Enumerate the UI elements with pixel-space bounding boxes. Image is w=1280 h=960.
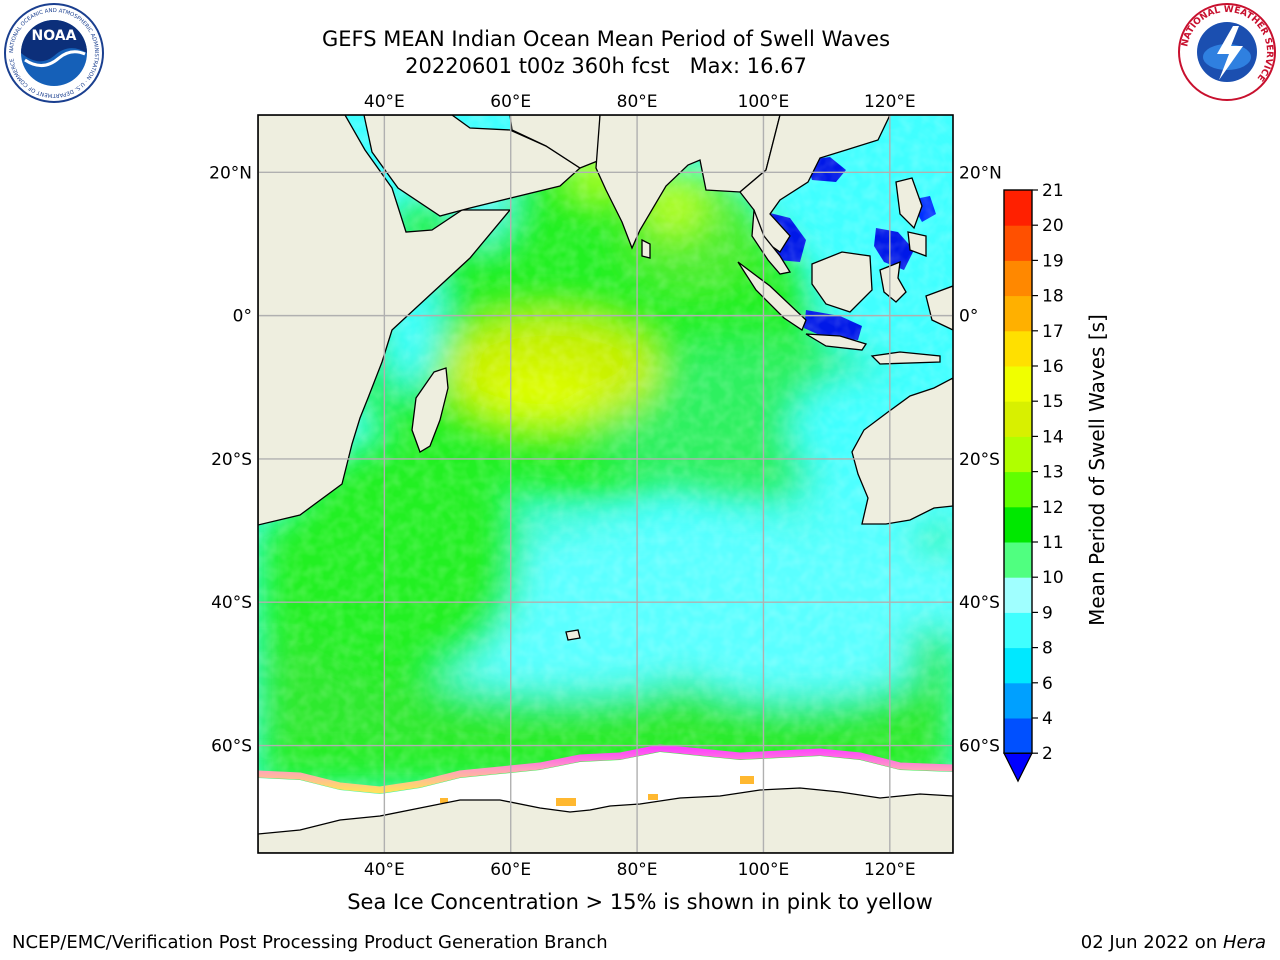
top-lon-label: 100°E — [738, 92, 790, 112]
colorbar-swatch — [1004, 612, 1032, 649]
bottom-lon-label: 40°E — [364, 860, 405, 880]
top-lon-label: 60°E — [490, 92, 531, 112]
sea-ice-edge — [258, 744, 953, 794]
colorbar-swatch — [1004, 225, 1032, 261]
colorbar-tick-label: 4 — [1042, 709, 1053, 729]
colorbar-swatch — [1004, 436, 1032, 473]
right-lat-label: 20°N — [959, 163, 1002, 183]
footer-credit: NCEP/EMC/Verification Post Processing Pr… — [12, 932, 608, 953]
colorbar-extend-arrow — [1003, 752, 1033, 783]
svg-text:NOAA: NOAA — [32, 28, 77, 44]
colorbar-title: Mean Period of Swell Waves [s] — [1085, 314, 1109, 626]
map-frame — [257, 114, 954, 854]
colorbar: 2 4 6 8 9 10 11 12 13 14 15 16 17 18 19 20 21 — [1003, 181, 1064, 783]
colorbar-swatch — [1004, 542, 1032, 578]
graticule — [258, 115, 953, 853]
colorbar-tick-label: 21 — [1042, 181, 1064, 201]
colorbar-tick-label: 10 — [1042, 568, 1064, 588]
footer-date: 02 Jun 2022 on Hera — [1081, 932, 1266, 953]
chart-title: GEFS MEAN Indian Ocean Mean Period of Sw… — [321, 27, 891, 51]
colorbar-tick-label: 18 — [1042, 287, 1064, 307]
bottom-lon-label: 60°E — [490, 860, 531, 880]
right-lat-label: 20°S — [959, 450, 1000, 470]
bottom-lon-label: 120°E — [864, 860, 916, 880]
top-lon-label: 120°E — [864, 92, 916, 112]
left-lat-label: 20°N — [209, 163, 252, 183]
colorbar-swatch — [1004, 330, 1032, 367]
bottom-lon-label: 100°E — [738, 860, 790, 880]
colorbar-tick-label: 17 — [1042, 322, 1064, 342]
right-lat-label: 40°S — [959, 593, 1000, 613]
right-lat-label: 60°S — [959, 737, 1000, 757]
left-lat-label: 0° — [233, 307, 252, 327]
colorbar-swatch — [1004, 577, 1032, 613]
colorbar-swatch — [1004, 506, 1032, 543]
colorbar-swatch — [1004, 366, 1032, 402]
colorbar-tick-label: 16 — [1042, 357, 1064, 377]
nws-logo: NATIONAL WEATHER SERVICE — [1178, 3, 1276, 101]
chart-subtitle: 20220601 t00z 360h fcst Max: 16.67 — [405, 54, 807, 78]
colorbar-tick-label: 8 — [1042, 639, 1053, 659]
noaa-logo: NATIONAL OCEANIC AND ATMOSPHERIC ADMINIS… — [4, 3, 104, 103]
top-lon-label: 40°E — [364, 92, 405, 112]
colorbar-tick-label: 6 — [1042, 674, 1053, 694]
sea-ice-patches — [440, 776, 754, 806]
sea-ice-note: Sea Ice Concentration > 15% is shown in … — [347, 890, 933, 914]
colorbar-tick-label: 2 — [1042, 744, 1053, 764]
footer-date-text: 02 Jun 2022 on — [1080, 932, 1223, 953]
colorbar-swatch — [1004, 647, 1032, 684]
left-lat-label: 40°S — [211, 593, 252, 613]
colorbar-swatch — [1004, 718, 1032, 754]
colorbar-swatch — [1004, 471, 1032, 508]
colorbar-swatch — [1004, 295, 1032, 332]
colorbar-swatch — [1004, 682, 1032, 719]
colorbar-swatch — [1004, 401, 1032, 437]
colorbar-tick-label: 20 — [1042, 216, 1064, 236]
colorbar-tick-label: 11 — [1042, 533, 1064, 553]
colorbar-tick-label: 15 — [1042, 392, 1064, 412]
left-lat-label: 20°S — [211, 450, 252, 470]
bottom-lon-label: 80°E — [617, 860, 658, 880]
left-lat-label: 60°S — [211, 737, 252, 757]
colorbar-tick-label: 13 — [1042, 463, 1064, 483]
colorbar-swatch — [1004, 260, 1032, 297]
colorbar-tick-label: 9 — [1042, 603, 1053, 623]
map-tick-labels: 40°E 40°E 60°E 60°E 80°E 80°E 100°E 100°E 120°E 1… — [209, 92, 1002, 880]
right-lat-label: 0° — [959, 307, 978, 327]
footer-machine: Hera — [1222, 932, 1266, 953]
top-lon-label: 80°E — [617, 92, 658, 112]
colorbar-tick-label: 19 — [1042, 251, 1064, 271]
colorbar-swatch — [1004, 190, 1032, 226]
antarctica — [258, 787, 953, 853]
colorbar-tick-label: 12 — [1042, 498, 1064, 518]
colorbar-tick-label: 14 — [1042, 427, 1064, 447]
